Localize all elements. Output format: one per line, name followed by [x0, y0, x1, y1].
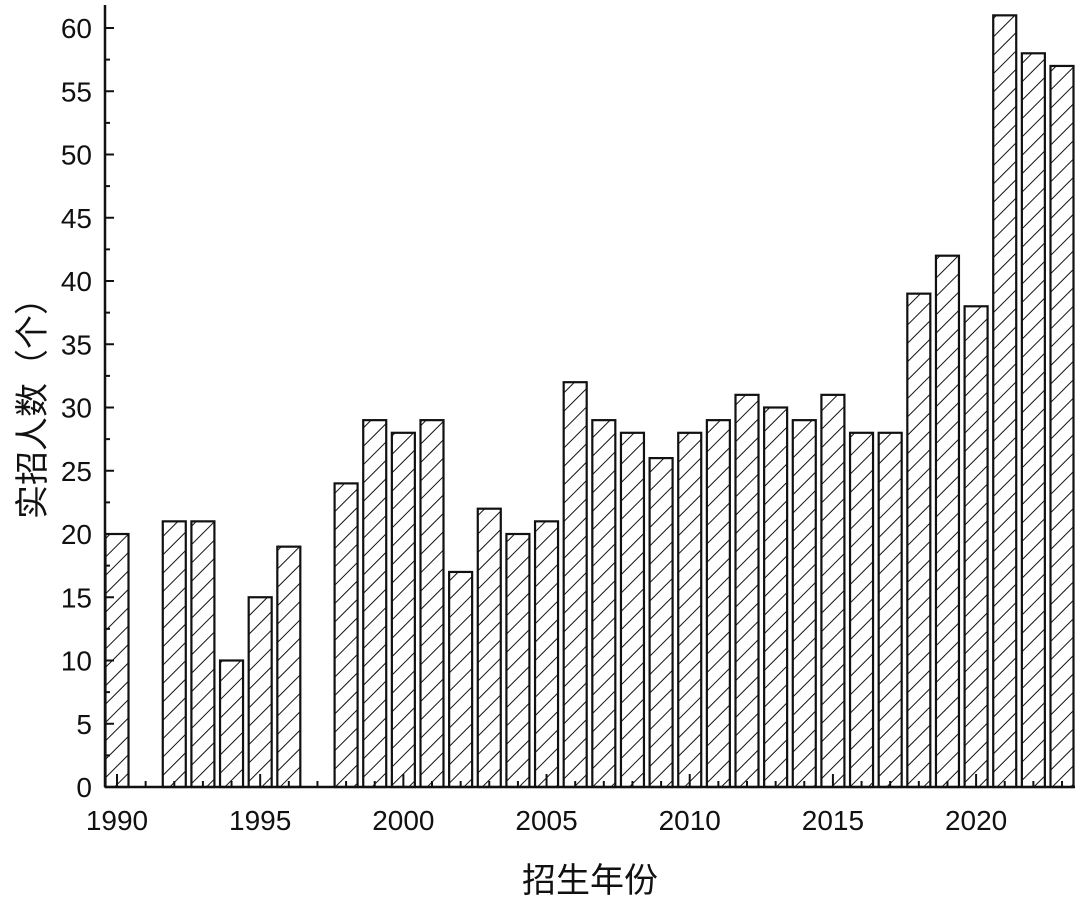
- bars: [104, 14, 1075, 789]
- bar-2008: [619, 431, 646, 789]
- bar-1994: [218, 659, 245, 789]
- bar-2014: [791, 419, 817, 789]
- x-tick-label: 2005: [515, 805, 577, 836]
- bar-2010: [677, 431, 703, 789]
- y-tick-label: 20: [61, 519, 92, 550]
- y-tick-label: 35: [61, 329, 92, 360]
- bar-1998: [333, 482, 359, 789]
- y-tick-label: 15: [61, 582, 92, 613]
- bar-2007: [591, 419, 617, 789]
- bar-2022: [1020, 52, 1046, 789]
- bar-2004: [505, 532, 531, 789]
- bar-2000: [390, 431, 416, 789]
- y-tick-label: 40: [61, 266, 92, 297]
- x-tick-label: 2015: [802, 805, 864, 836]
- bar-2020: [963, 305, 989, 789]
- y-tick-label: 25: [61, 456, 92, 487]
- bar-2001: [419, 419, 445, 789]
- bar-1995: [247, 596, 273, 789]
- y-axis-title: 实招人数（个）: [13, 281, 53, 519]
- bar-1999: [362, 419, 388, 789]
- x-tick-label: 2020: [945, 805, 1007, 836]
- x-tick-label: 1995: [229, 805, 291, 836]
- bar-2021: [992, 14, 1018, 789]
- bar-2012: [734, 393, 760, 789]
- y-tick-label: 0: [76, 772, 92, 803]
- bar-2006: [562, 381, 588, 789]
- bar-2015: [820, 393, 846, 789]
- bar-1996: [276, 545, 302, 789]
- bar-2002: [448, 570, 474, 789]
- y-tick-label: 50: [61, 140, 92, 171]
- y-tick-label: 10: [61, 646, 92, 677]
- bar-2013: [763, 406, 789, 789]
- y-tick-label: 45: [61, 203, 92, 234]
- x-tick-label: 2010: [659, 805, 721, 836]
- x-axis-title: 招生年份: [522, 861, 658, 899]
- x-tick-label: 1990: [86, 805, 148, 836]
- bar-2018: [906, 292, 932, 789]
- bar-2011: [705, 419, 731, 789]
- y-tick-label: 5: [76, 709, 92, 740]
- y-tick-label: 30: [61, 393, 92, 424]
- axes: 0 5 10 15 20 25 30 35 40 45 50 55 60 1990 1995 2000 2005…: [61, 5, 1075, 836]
- x-tick-label: 2000: [372, 805, 434, 836]
- bar-1992: [161, 520, 187, 789]
- bar-1993: [190, 520, 216, 789]
- bar-2003: [476, 507, 502, 789]
- bar-2009: [648, 457, 674, 789]
- y-tick-label: 60: [61, 13, 92, 44]
- bar-2019: [934, 254, 961, 789]
- bar-2023: [1049, 64, 1075, 789]
- bar-2017: [877, 431, 903, 789]
- y-tick-label: 55: [61, 76, 92, 107]
- bar-2005: [533, 520, 560, 789]
- bar-2016: [848, 431, 875, 789]
